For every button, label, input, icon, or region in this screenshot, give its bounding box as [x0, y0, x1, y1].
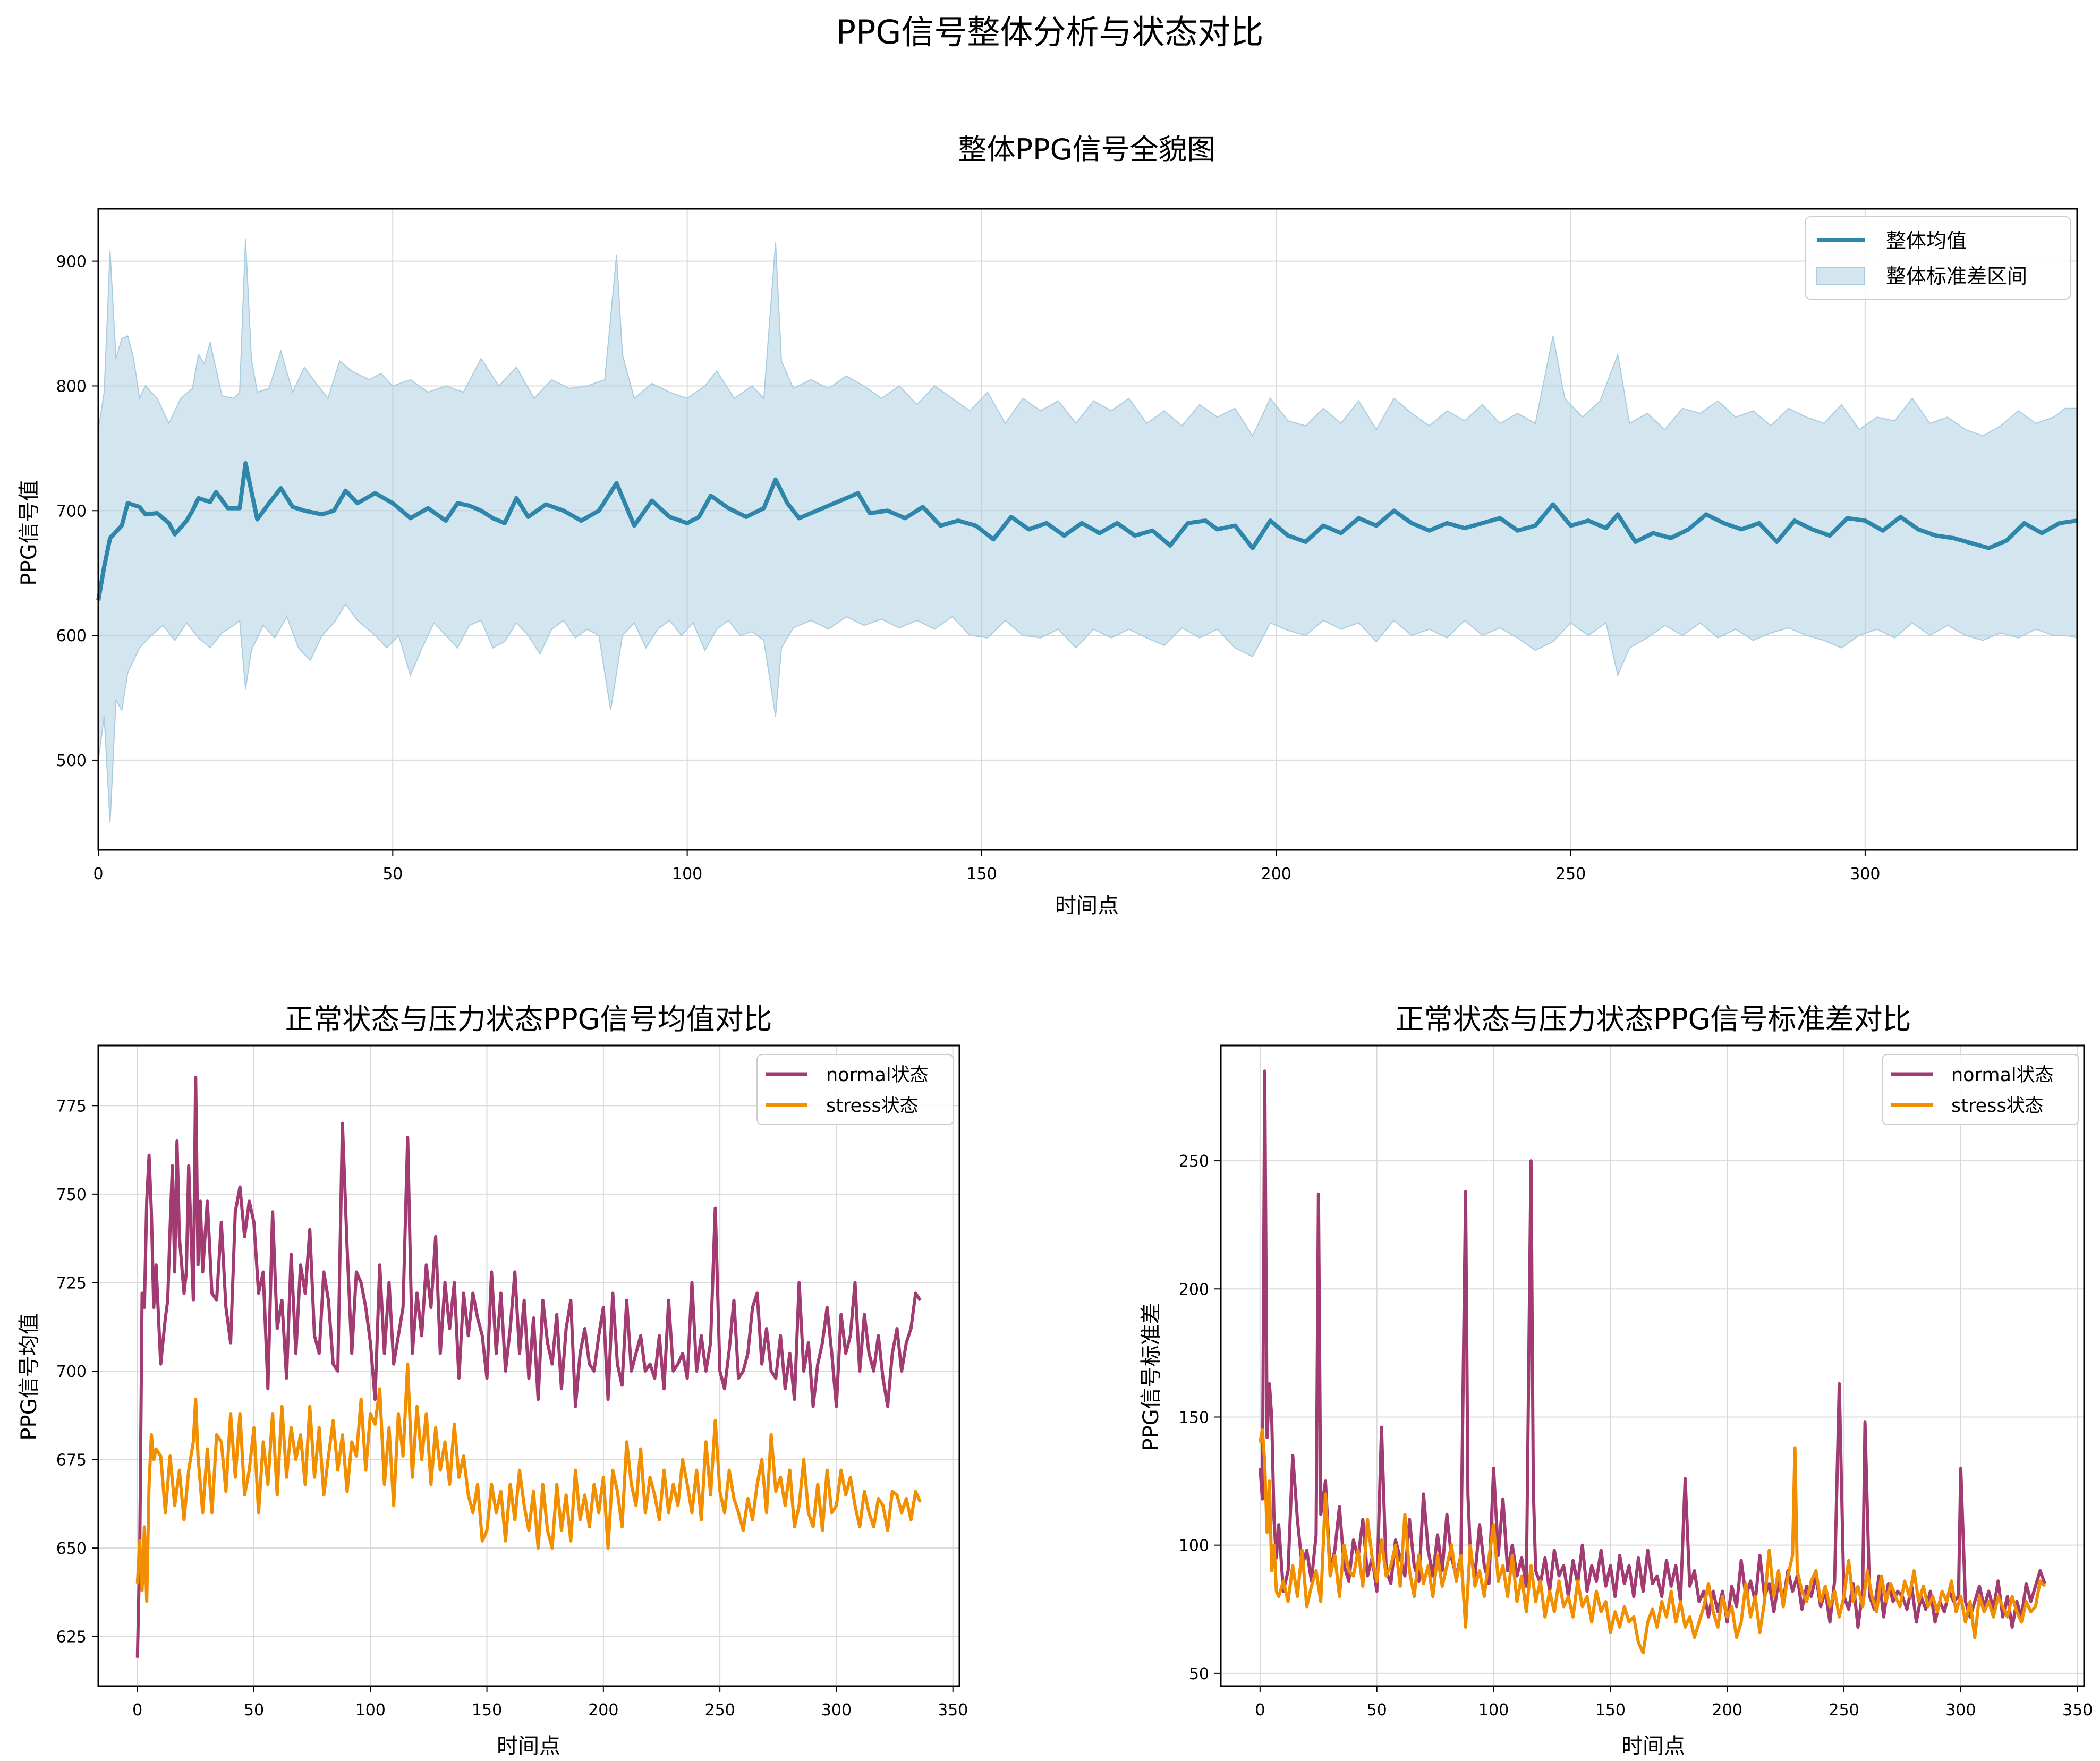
mean-compare-legend-box [756, 1054, 954, 1125]
overview-std-band-layer [98, 239, 2078, 823]
mean-compare-x-tick-label: 0 [132, 1701, 142, 1720]
overview-y-tick-label: 600 [56, 627, 87, 645]
std-compare-y-tick-label: 200 [1179, 1280, 1209, 1299]
std-compare-line-layer [1258, 1069, 2046, 1655]
overview-legend-band-label: 整体标准差区间 [1886, 265, 2027, 288]
mean-compare-x-tick-label: 350 [938, 1701, 968, 1720]
std-compare-x-tick-label: 250 [1829, 1701, 1859, 1720]
overview-std-band [98, 239, 2078, 823]
overview-x-ticks: 0 50 100 150 200 250 300 [93, 850, 1881, 883]
mean-compare-y-tick-label: 625 [56, 1628, 87, 1647]
mean-compare-x-tick-label: 200 [588, 1701, 618, 1720]
overview-y-tick-label: 900 [56, 253, 87, 271]
overview-legend-mean-label: 整体均值 [1886, 229, 1967, 252]
overview-mean-line [96, 461, 2078, 601]
mean-compare-plot-frame [97, 1044, 960, 1687]
mean-compare-x-tick-label: 300 [821, 1701, 852, 1720]
overview-x-tick-label: 300 [1850, 865, 1880, 883]
overview-x-tick-label: 200 [1261, 865, 1291, 883]
mean-compare-x-tick-label: 250 [705, 1701, 735, 1720]
std-compare-x-tick-label: 150 [1595, 1701, 1626, 1720]
mean-compare-y-tick-label: 750 [56, 1186, 87, 1204]
overview-panel: 整体PPG信号全貌图 0 50 100 150 200 250 300 500 600 700 8… [17, 133, 2078, 918]
std-compare-legend-normal-label: normal状态 [1951, 1065, 2054, 1086]
overview-x-tick-label: 0 [93, 865, 103, 883]
mean-compare-y-tick-label: 700 [56, 1363, 87, 1381]
std-compare-panel: 正常状态与压力状态PPG信号标准差对比 0 50 100 150 200 250 300 35… [1139, 1002, 2093, 1758]
overview-x-tick-label: 100 [672, 865, 702, 883]
overview-y-ticks: 500 600 700 800 900 [56, 253, 98, 770]
mean-compare-stress-line [135, 1362, 922, 1603]
mean-compare-y-ticks: 625 650 675 700 725 750 775 [56, 1097, 98, 1647]
overview-x-tick-label: 50 [382, 865, 403, 883]
std-compare-legend: normal状态 stress状态 [1882, 1054, 2079, 1125]
std-compare-x-tick-label: 350 [2062, 1701, 2093, 1720]
mean-compare-y-tick-label: 775 [56, 1097, 87, 1116]
overview-x-axis-label: 时间点 [1055, 894, 1119, 918]
std-compare-legend-box [1882, 1054, 2079, 1125]
mean-compare-legend-normal-label: normal状态 [826, 1065, 929, 1086]
overview-plot-frame [97, 208, 2078, 851]
mean-compare-title: 正常状态与压力状态PPG信号均值对比 [285, 1002, 772, 1036]
std-compare-x-tick-label: 0 [1255, 1701, 1265, 1720]
std-compare-y-tick-label: 50 [1189, 1665, 1209, 1683]
mean-compare-y-tick-label: 725 [56, 1274, 87, 1292]
std-compare-y-tick-label: 250 [1179, 1152, 1209, 1171]
mean-compare-y-axis-label: PPG信号均值 [17, 1313, 41, 1440]
overview-y-tick-label: 700 [56, 502, 87, 521]
std-compare-title: 正常状态与压力状态PPG信号标准差对比 [1396, 1002, 1911, 1036]
std-compare-stress-line [1258, 1428, 2046, 1655]
overview-y-tick-label: 800 [56, 377, 87, 396]
std-compare-x-tick-label: 100 [1478, 1701, 1509, 1720]
mean-compare-x-tick-label: 150 [472, 1701, 502, 1720]
mean-compare-x-tick-label: 100 [355, 1701, 386, 1720]
std-compare-y-tick-label: 100 [1179, 1537, 1209, 1555]
mean-compare-y-tick-label: 650 [56, 1539, 87, 1558]
std-compare-x-tick-label: 300 [1945, 1701, 1976, 1720]
mean-compare-legend-stress-label: stress状态 [826, 1095, 919, 1117]
std-compare-x-ticks: 0 50 100 150 200 250 300 350 [1255, 1686, 2093, 1720]
mean-compare-legend: normal状态 stress状态 [756, 1054, 954, 1125]
overview-x-tick-label: 250 [1555, 865, 1586, 883]
overview-mean-line-layer [96, 461, 2078, 601]
overview-legend-box [1805, 216, 2071, 300]
overview-legend: 整体均值 整体标准差区间 [1805, 216, 2071, 300]
overview-y-axis-label: PPG信号值 [17, 480, 41, 585]
overview-x-tick-label: 150 [966, 865, 997, 883]
mean-compare-x-axis-label: 时间点 [497, 1734, 560, 1758]
mean-compare-x-ticks: 0 50 100 150 200 250 300 350 [132, 1686, 968, 1720]
std-compare-y-tick-label: 150 [1179, 1408, 1209, 1427]
mean-compare-normal-line [135, 1076, 922, 1658]
std-compare-x-axis-label: 时间点 [1621, 1734, 1685, 1758]
overview-title: 整体PPG信号全貌图 [958, 133, 1216, 166]
std-compare-legend-stress-label: stress状态 [1951, 1095, 2044, 1117]
mean-compare-panel: 正常状态与压力状态PPG信号均值对比 0 50 100 150 200 250 300 350… [17, 1002, 968, 1758]
overview-legend-band-swatch [1816, 267, 1865, 285]
mean-compare-x-tick-label: 50 [244, 1701, 264, 1720]
std-compare-x-tick-label: 200 [1712, 1701, 1742, 1720]
overview-y-tick-label: 500 [56, 752, 87, 770]
std-compare-x-tick-label: 50 [1367, 1701, 1387, 1720]
std-compare-plot-frame [1220, 1044, 2085, 1687]
std-compare-y-ticks: 50 100 150 200 250 [1179, 1152, 1221, 1683]
figure-suptitle: PPG信号整体分析与状态对比 [836, 13, 1264, 52]
std-compare-y-axis-label: PPG信号标准差 [1139, 1303, 1163, 1451]
mean-compare-line-layer [135, 1076, 922, 1658]
mean-compare-y-tick-label: 675 [56, 1451, 87, 1470]
